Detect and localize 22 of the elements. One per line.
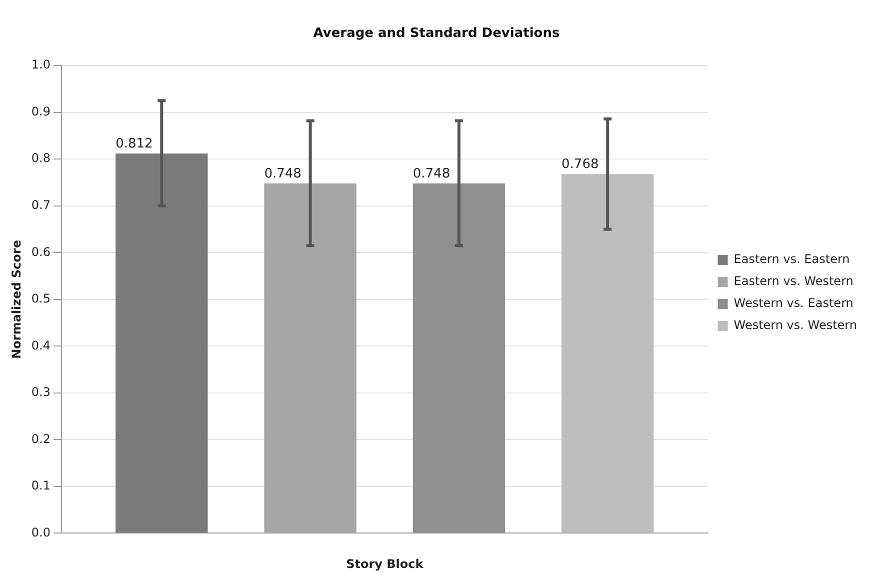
data-label: 0.768	[562, 156, 599, 172]
chart-title: Average and Standard Deviations	[313, 26, 560, 42]
y-tick-label: 0.3	[31, 385, 50, 400]
data-label: 0.812	[116, 136, 153, 152]
y-tick-label: 0.2	[31, 432, 50, 446]
data-label: 0.748	[412, 166, 450, 182]
y-tick-label: 0.9	[31, 104, 50, 118]
y-tick-label: 0.1	[31, 478, 50, 493]
y-tick-label: 0.0	[31, 525, 50, 540]
legend-label: Western vs. Western	[734, 318, 858, 332]
y-axis-title: Normalized Score	[9, 240, 24, 359]
data-label: 0.748	[264, 166, 302, 182]
y-tick-label: 0.6	[31, 244, 50, 259]
y-tick-label: 0.8	[31, 151, 50, 166]
y-tick-label: 0.4	[31, 338, 50, 352]
legend-label: Eastern vs. Western	[734, 274, 854, 288]
x-axis-title: Story Block	[346, 556, 424, 571]
y-tick-label: 0.5	[31, 292, 50, 306]
legend-label: Eastern vs. Eastern	[734, 252, 850, 266]
y-tick-label: 1.0	[31, 58, 50, 72]
y-tick-label: 0.7	[31, 198, 50, 212]
legend-label: Western vs. Eastern	[734, 296, 854, 310]
